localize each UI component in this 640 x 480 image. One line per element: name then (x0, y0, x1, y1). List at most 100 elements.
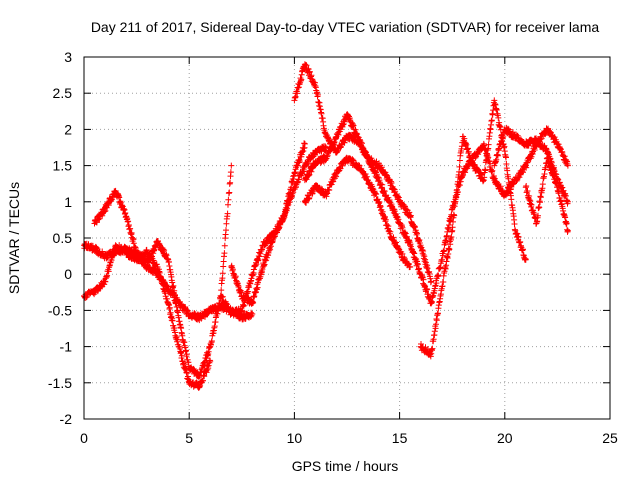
data-point (220, 295, 222, 297)
data-point (251, 313, 253, 315)
series-track-5 (228, 140, 308, 307)
data-point (93, 291, 96, 293)
data-point (399, 222, 401, 225)
data-point (251, 302, 253, 304)
data-point (241, 317, 243, 319)
data-point (567, 230, 569, 232)
data-point (388, 201, 390, 203)
y-tick-label: 1 (64, 194, 72, 210)
data-point (514, 230, 516, 232)
data-point (188, 367, 190, 369)
data-point (472, 157, 474, 159)
data-point (125, 215, 127, 217)
series-track-7 (301, 111, 435, 307)
data-point (367, 157, 369, 159)
data-point (272, 237, 274, 239)
data-point (125, 251, 127, 254)
data-point (146, 251, 148, 254)
data-point (567, 201, 569, 203)
series-track-6 (291, 61, 435, 286)
data-point (335, 150, 338, 152)
data-point (546, 157, 548, 159)
data-point (283, 215, 285, 217)
x-tick-label: 20 (497, 430, 513, 446)
data-point (114, 244, 117, 246)
x-tick-label: 15 (392, 430, 408, 446)
data-point (104, 280, 106, 283)
data-point (388, 230, 390, 232)
data-point (462, 172, 464, 174)
point-markers (91, 162, 235, 381)
chart-title: Day 211 of 2017, Sidereal Day-to-day VTE… (91, 19, 600, 35)
data-point (441, 259, 443, 261)
data-point (325, 146, 327, 149)
data-point (409, 244, 411, 246)
point-markers (301, 111, 435, 307)
data-point (104, 208, 106, 210)
x-tick-label: 5 (185, 430, 193, 446)
data-point (420, 273, 422, 275)
data-point (167, 302, 169, 304)
data-point (325, 193, 327, 196)
data-point (304, 165, 306, 167)
data-point (209, 346, 211, 348)
data-point (209, 360, 211, 362)
data-point (535, 139, 537, 141)
data-point (325, 136, 327, 138)
data-point (167, 288, 169, 290)
data-point (399, 201, 401, 203)
data-point (525, 186, 527, 188)
data-point (525, 259, 527, 261)
data-point (377, 201, 380, 203)
data-point (209, 309, 211, 311)
data-point (377, 179, 380, 181)
data-point (304, 143, 306, 145)
x-tick-label: 25 (602, 430, 618, 446)
data-point (420, 346, 422, 348)
data-point (377, 165, 380, 167)
data-point (136, 259, 138, 261)
data-point (535, 222, 537, 225)
data-point (483, 179, 485, 181)
data-point (157, 241, 159, 243)
data-point (93, 248, 96, 250)
data-point (157, 266, 159, 268)
y-tick-label: 0.5 (53, 230, 73, 246)
data-point (493, 165, 495, 167)
data-point (230, 165, 232, 167)
data-point (451, 230, 453, 232)
data-point (314, 186, 317, 188)
data-point (409, 215, 411, 217)
data-point (199, 374, 201, 377)
data-point (230, 313, 232, 315)
data-point (178, 346, 180, 348)
y-tick-label: -1 (60, 339, 73, 355)
data-point (335, 136, 338, 138)
x-tick-label: 10 (287, 430, 303, 446)
data-point (346, 136, 348, 138)
data-point (504, 193, 506, 196)
data-point (346, 114, 348, 116)
series-track-11 (491, 124, 571, 207)
axis-ticks: 0 5 10 15 20 25 -2 -1.5 -1 -0.5 0 0.5 1 1.5 2 2.5 3 (48, 49, 618, 446)
data-point (556, 143, 559, 145)
y-tick-label: 2 (64, 121, 72, 137)
data-point (262, 244, 264, 246)
x-tick-label: 0 (80, 430, 88, 446)
data-point (430, 280, 432, 283)
data-point (304, 63, 306, 65)
data-point (335, 172, 338, 174)
series-track-3 (91, 162, 235, 381)
data-point (104, 255, 106, 257)
y-tick-label: -2 (60, 411, 73, 427)
data-point (188, 382, 190, 384)
data-point (514, 136, 516, 138)
data-point (525, 165, 527, 167)
data-point (420, 244, 422, 246)
data-point (346, 157, 348, 159)
data-point (314, 150, 317, 152)
data-point (367, 179, 369, 181)
x-axis-label: GPS time / hours (292, 458, 399, 474)
data-point (409, 266, 411, 268)
